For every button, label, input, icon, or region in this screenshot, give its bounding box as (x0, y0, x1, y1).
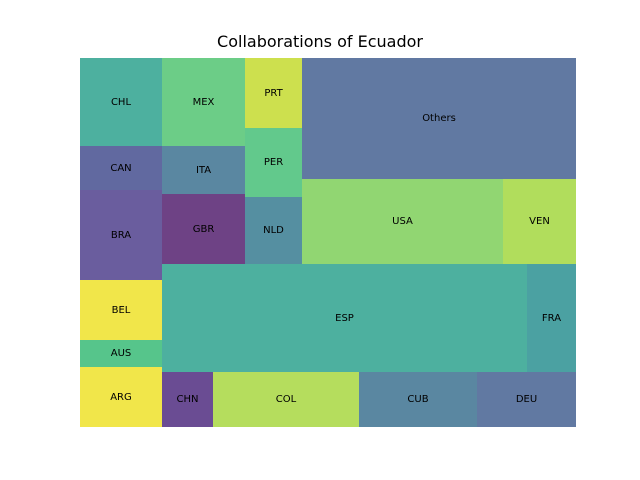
treemap-cell-label: CHN (176, 394, 199, 405)
treemap-cell-aus: AUS (80, 340, 162, 367)
treemap-cell-gbr: GBR (162, 194, 245, 264)
treemap-cell-label: PER (263, 157, 284, 168)
treemap-cell-label: DEU (515, 394, 538, 405)
treemap-cell-label: CUB (407, 394, 429, 405)
treemap-cell-label: Others (422, 113, 456, 124)
treemap-cell-others: Others (302, 58, 576, 179)
treemap-cell-bra: BRA (80, 190, 162, 280)
treemap-cell-label: COL (275, 394, 297, 405)
treemap-cell-label: USA (392, 216, 413, 227)
treemap-cell-label: VEN (529, 216, 550, 227)
treemap-cell-label: BEL (111, 304, 131, 316)
treemap-cell-chn: CHN (162, 372, 213, 427)
treemap-cell-bel: BEL (80, 280, 162, 340)
treemap-cell-ven: VEN (503, 179, 576, 264)
treemap-cell-label: ITA (195, 164, 212, 176)
treemap-cell-label: NLD (263, 225, 284, 236)
treemap-cell-label: ARG (110, 391, 132, 403)
treemap-cell-label: MEX (192, 96, 215, 108)
treemap-cell-deu: DEU (477, 372, 576, 427)
chart-title: Collaborations of Ecuador (217, 32, 423, 51)
treemap-cell-label: GBR (192, 223, 215, 235)
treemap-cell-label: FRA (541, 312, 562, 324)
treemap-cell-per: PER (245, 128, 302, 197)
treemap-cell-arg: ARG (80, 367, 162, 427)
treemap-cell-cub: CUB (359, 372, 477, 427)
treemap-cell-label: PRT (264, 87, 283, 99)
treemap-cell-label: BRA (110, 229, 132, 241)
treemap-cell-chl: CHL (80, 58, 162, 146)
treemap-cell-ita: ITA (162, 146, 245, 194)
treemap-cell-fra: FRA (527, 264, 576, 372)
treemap-cell-can: CAN (80, 146, 162, 190)
treemap-cell-label: AUS (110, 348, 132, 359)
treemap-cell-label: CHL (110, 96, 132, 108)
treemap-cell-mex: MEX (162, 58, 245, 146)
treemap: ARG AUS BEL BRA CAN CHL CHN COL CUB DEU ESP FRA GBR I… (80, 58, 576, 427)
treemap-cell-label: CAN (110, 162, 132, 174)
treemap-cell-nld: NLD (245, 197, 302, 264)
treemap-cell-prt: PRT (245, 58, 302, 128)
treemap-cell-esp: ESP (162, 264, 527, 372)
treemap-cell-col: COL (213, 372, 359, 427)
treemap-cell-usa: USA (302, 179, 503, 264)
treemap-cell-label: ESP (335, 312, 354, 324)
